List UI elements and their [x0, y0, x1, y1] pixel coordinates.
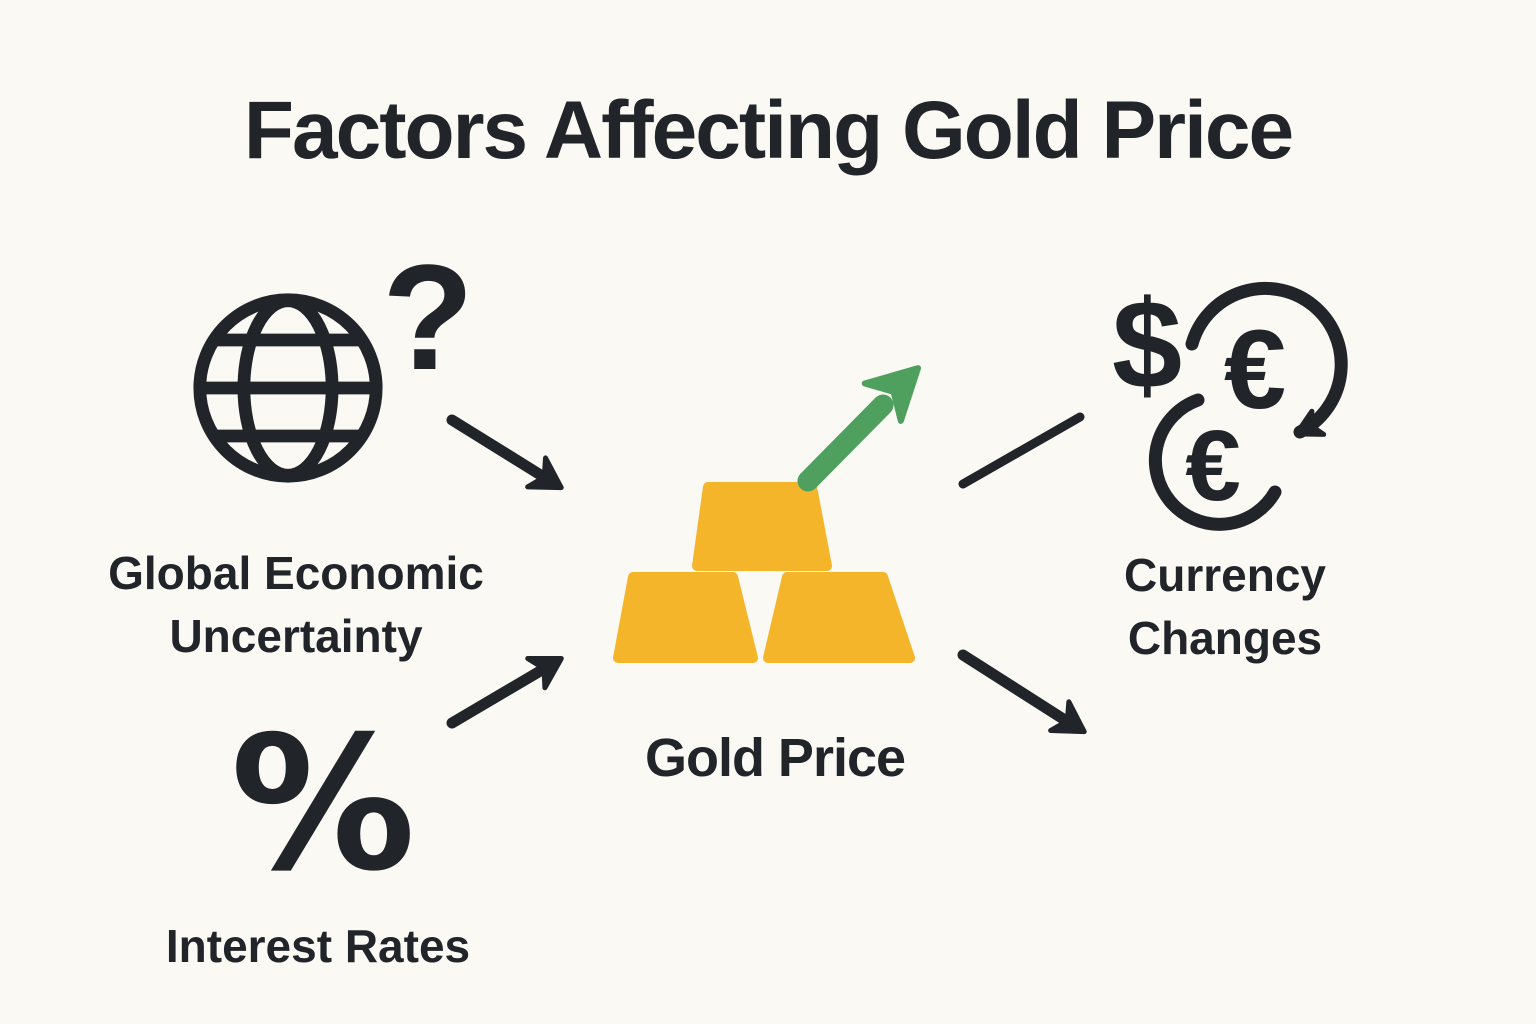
exchange-arc-bottom — [1148, 393, 1282, 531]
currency-exchange-icon: $ € € — [1112, 274, 1348, 531]
gold-price-label: Gold Price — [644, 728, 906, 788]
gold-bars-icon — [613, 482, 915, 663]
gold-bar-bottom-right — [763, 572, 915, 663]
gold-bar-top — [692, 482, 832, 571]
gold-bar-bottom-left — [613, 572, 758, 663]
page-title: Factors Affecting Gold Price — [243, 85, 1294, 176]
euro-sign-glyph-top: € — [1224, 307, 1286, 432]
exchange-arc-top — [1185, 281, 1348, 439]
factor-label-interest-rates: Interest Rates — [165, 920, 471, 972]
globe-icon — [193, 293, 383, 483]
arrow-global-uncertainty-to-gold-price — [446, 414, 564, 491]
dollar-sign-glyph: $ — [1112, 274, 1182, 415]
connector-gold-price-to-currency-changes — [958, 412, 1085, 489]
factor-label-currency-changes: Currency Changes — [1124, 549, 1326, 664]
exchange-arc-arrowhead — [1293, 408, 1327, 437]
percent-icon: % — [230, 696, 416, 912]
arrow-gold-price-to-bottom-right — [957, 649, 1087, 735]
arrow-interest-rates-to-gold-price — [446, 655, 564, 729]
trend-up-arrow-icon — [797, 365, 922, 492]
question-mark-icon: ? — [382, 233, 474, 401]
factor-label-global-economic-uncertainty: Global Economic Uncertainty — [108, 547, 484, 662]
euro-sign-glyph-bottom: € — [1185, 410, 1241, 522]
